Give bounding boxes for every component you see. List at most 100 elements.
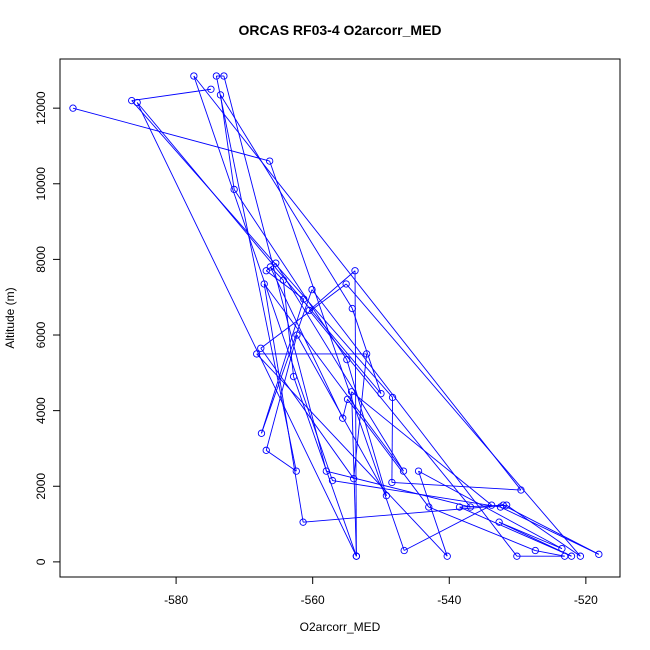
data-point <box>455 503 464 511</box>
series-segment <box>256 353 448 557</box>
y-tick-label: 2000 <box>34 473 48 500</box>
series-segment <box>308 310 471 508</box>
series-segment <box>311 289 518 557</box>
series-segment <box>459 506 572 557</box>
y-tick-label: 6000 <box>34 321 48 348</box>
data-point <box>300 295 308 303</box>
data-point <box>279 276 287 284</box>
data-point <box>513 552 521 560</box>
series-segment <box>263 283 404 472</box>
data-point <box>299 518 307 526</box>
data-point <box>466 503 475 511</box>
data-point <box>322 467 330 475</box>
y-tick-label: 12000 <box>34 91 48 125</box>
series-segment <box>347 399 430 508</box>
series-segment <box>193 75 333 481</box>
series-segment <box>263 283 304 523</box>
data-point <box>362 350 371 358</box>
series-segment <box>233 189 348 360</box>
series-segment <box>351 391 492 506</box>
series-segment <box>275 262 404 472</box>
data-point <box>212 72 221 80</box>
data-point <box>576 552 585 560</box>
series-segment <box>354 270 357 557</box>
series-segment <box>503 504 600 555</box>
data-point <box>305 306 313 315</box>
data-point <box>382 492 391 500</box>
series-segment <box>391 482 522 491</box>
series-segment <box>193 75 522 491</box>
series-layer <box>69 72 603 560</box>
series-segment <box>459 504 504 508</box>
series-segment <box>220 94 353 309</box>
data-point <box>558 544 566 553</box>
data-point <box>260 280 268 288</box>
data-point <box>496 503 505 511</box>
series-segment <box>261 289 313 434</box>
series-segment <box>403 504 492 551</box>
data-point <box>352 552 361 560</box>
data-point <box>257 429 266 437</box>
data-point <box>266 157 274 165</box>
x-tick-label: -540 <box>437 593 461 607</box>
data-point <box>253 350 261 358</box>
series-segment <box>136 102 357 557</box>
data-point <box>487 501 496 509</box>
data-point <box>308 285 316 294</box>
data-point <box>388 393 397 402</box>
series-segment <box>332 480 501 508</box>
data-point <box>388 478 396 487</box>
series-segment <box>498 521 563 550</box>
data-point <box>266 263 274 271</box>
series-segment <box>260 283 347 349</box>
data-point <box>69 104 77 112</box>
series-segment <box>345 283 581 557</box>
data-point <box>399 467 408 475</box>
series-segment <box>500 506 600 555</box>
data-point <box>443 552 451 560</box>
data-point <box>262 446 270 454</box>
data-point <box>257 344 265 352</box>
series-segment <box>418 470 448 557</box>
series-segment <box>136 102 382 394</box>
x-tick-label: -520 <box>574 593 598 607</box>
series-segment <box>265 449 297 472</box>
data-point <box>339 414 347 422</box>
y-axis: 0 2000 4000 6000 8000 10000 12000 <box>34 91 61 565</box>
series-segment <box>72 107 270 162</box>
series-segment <box>131 100 393 398</box>
data-point <box>220 72 228 80</box>
series-segment <box>220 94 235 190</box>
data-point <box>272 259 280 267</box>
plot-frame <box>59 58 621 578</box>
data-point <box>190 72 198 80</box>
x-tick-label: -580 <box>164 593 188 607</box>
series-segment <box>535 550 565 557</box>
data-point <box>414 467 423 475</box>
series-segment <box>418 470 563 550</box>
data-point <box>342 280 350 288</box>
data-point <box>531 546 539 555</box>
series-segment <box>269 160 405 551</box>
series-segment <box>265 270 305 300</box>
data-point <box>289 372 298 381</box>
data-point <box>425 503 433 511</box>
data-point <box>328 476 337 485</box>
data-point <box>350 475 358 483</box>
x-tick-label: -560 <box>301 593 325 607</box>
data-point <box>230 185 238 194</box>
data-point <box>400 546 408 555</box>
data-point <box>347 388 356 396</box>
y-tick-label: 4000 <box>34 397 48 424</box>
data-point <box>377 389 385 398</box>
data-point <box>343 355 351 364</box>
y-tick-label: 10000 <box>34 167 48 201</box>
data-point <box>128 96 136 105</box>
series-segment <box>346 359 387 496</box>
data-point <box>216 91 225 99</box>
chart-title: ORCAS RF03-4 O2arcorr_MED <box>238 22 441 38</box>
series-segment <box>282 280 295 377</box>
data-point <box>351 267 359 275</box>
series-segment <box>293 376 357 557</box>
x-axis: -580 -560 -540 -520 <box>164 576 598 607</box>
